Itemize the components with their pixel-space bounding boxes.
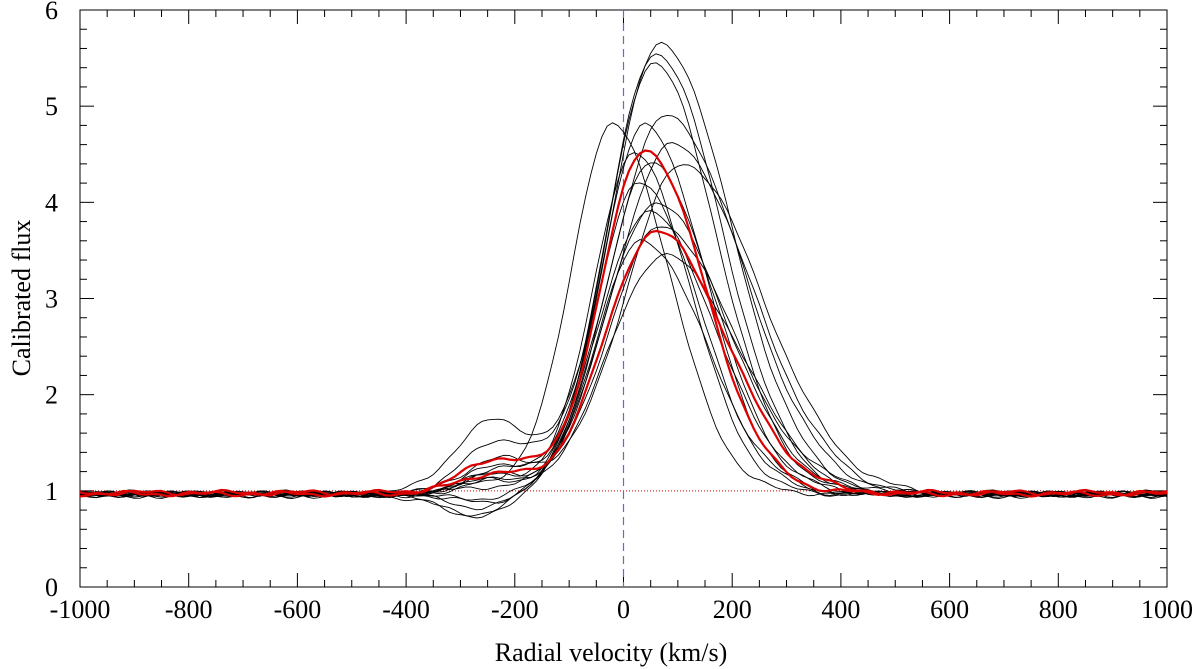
y-tick-label: 1 <box>45 477 58 506</box>
x-tick-label: -400 <box>382 595 430 624</box>
y-tick-label: 0 <box>45 573 58 602</box>
x-tick-label: 0 <box>617 595 630 624</box>
red-profile-line <box>79 229 1168 498</box>
y-tick-label: 2 <box>45 381 58 410</box>
x-axis-ticks: -1000 -800 -600 -400 -200 0 200 400 600 800 1000 <box>50 10 1193 624</box>
y-tick-label: 6 <box>45 0 58 25</box>
x-tick-label: 200 <box>713 595 752 624</box>
x-tick-label: -200 <box>491 595 539 624</box>
y-axis-ticks: 0 1 2 3 4 5 6 <box>45 0 1167 602</box>
x-tick-label: -800 <box>165 595 213 624</box>
x-tick-label: 1000 <box>1141 595 1193 624</box>
x-axis-title: Radial velocity (km/s) <box>495 638 728 667</box>
y-axis-title: Calibrated flux <box>7 220 36 377</box>
x-tick-label: -1000 <box>50 595 111 624</box>
y-tick-label: 4 <box>45 188 58 217</box>
y-tick-label: 5 <box>45 92 58 121</box>
x-tick-label: 400 <box>821 595 860 624</box>
minor-ticks <box>80 10 1167 587</box>
x-tick-label: 800 <box>1039 595 1078 624</box>
x-tick-label: -600 <box>274 595 322 624</box>
red-profiles <box>79 149 1168 498</box>
y-tick-label: 3 <box>45 285 58 314</box>
x-tick-label: 600 <box>930 595 969 624</box>
